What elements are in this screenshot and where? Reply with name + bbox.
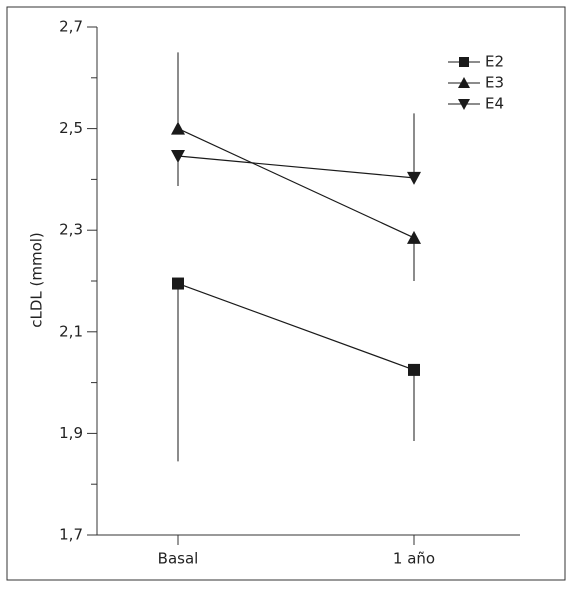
marker (458, 99, 470, 110)
y-tick-label: 1,9 (59, 424, 83, 442)
y-axis-label: cLDL (mmol) (28, 232, 46, 328)
series-line (177, 155, 415, 179)
marker (459, 57, 469, 67)
series-line (177, 128, 415, 239)
marker (407, 171, 421, 185)
y-tick-label: 2,7 (59, 18, 83, 36)
marker (172, 277, 184, 290)
y-tick-label: 2,3 (59, 221, 83, 239)
marker (458, 77, 470, 88)
legend-label: E4 (485, 95, 504, 113)
marker (171, 150, 185, 164)
y-tick-label: 1,7 (59, 526, 83, 544)
marker (408, 363, 420, 376)
legend-label: E3 (485, 74, 504, 92)
x-tick-label: Basal (158, 550, 199, 568)
series-line (177, 282, 415, 371)
y-tick-label: 2,1 (59, 322, 83, 340)
legend-label: E2 (485, 53, 504, 71)
marker (171, 121, 185, 135)
y-tick-label: 2,5 (59, 119, 83, 137)
frame (6, 6, 566, 581)
x-tick-label: 1 año (393, 550, 435, 568)
marker (407, 230, 421, 244)
